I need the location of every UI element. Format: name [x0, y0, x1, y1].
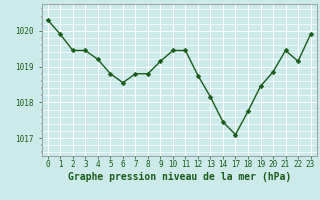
X-axis label: Graphe pression niveau de la mer (hPa): Graphe pression niveau de la mer (hPa)	[68, 172, 291, 182]
